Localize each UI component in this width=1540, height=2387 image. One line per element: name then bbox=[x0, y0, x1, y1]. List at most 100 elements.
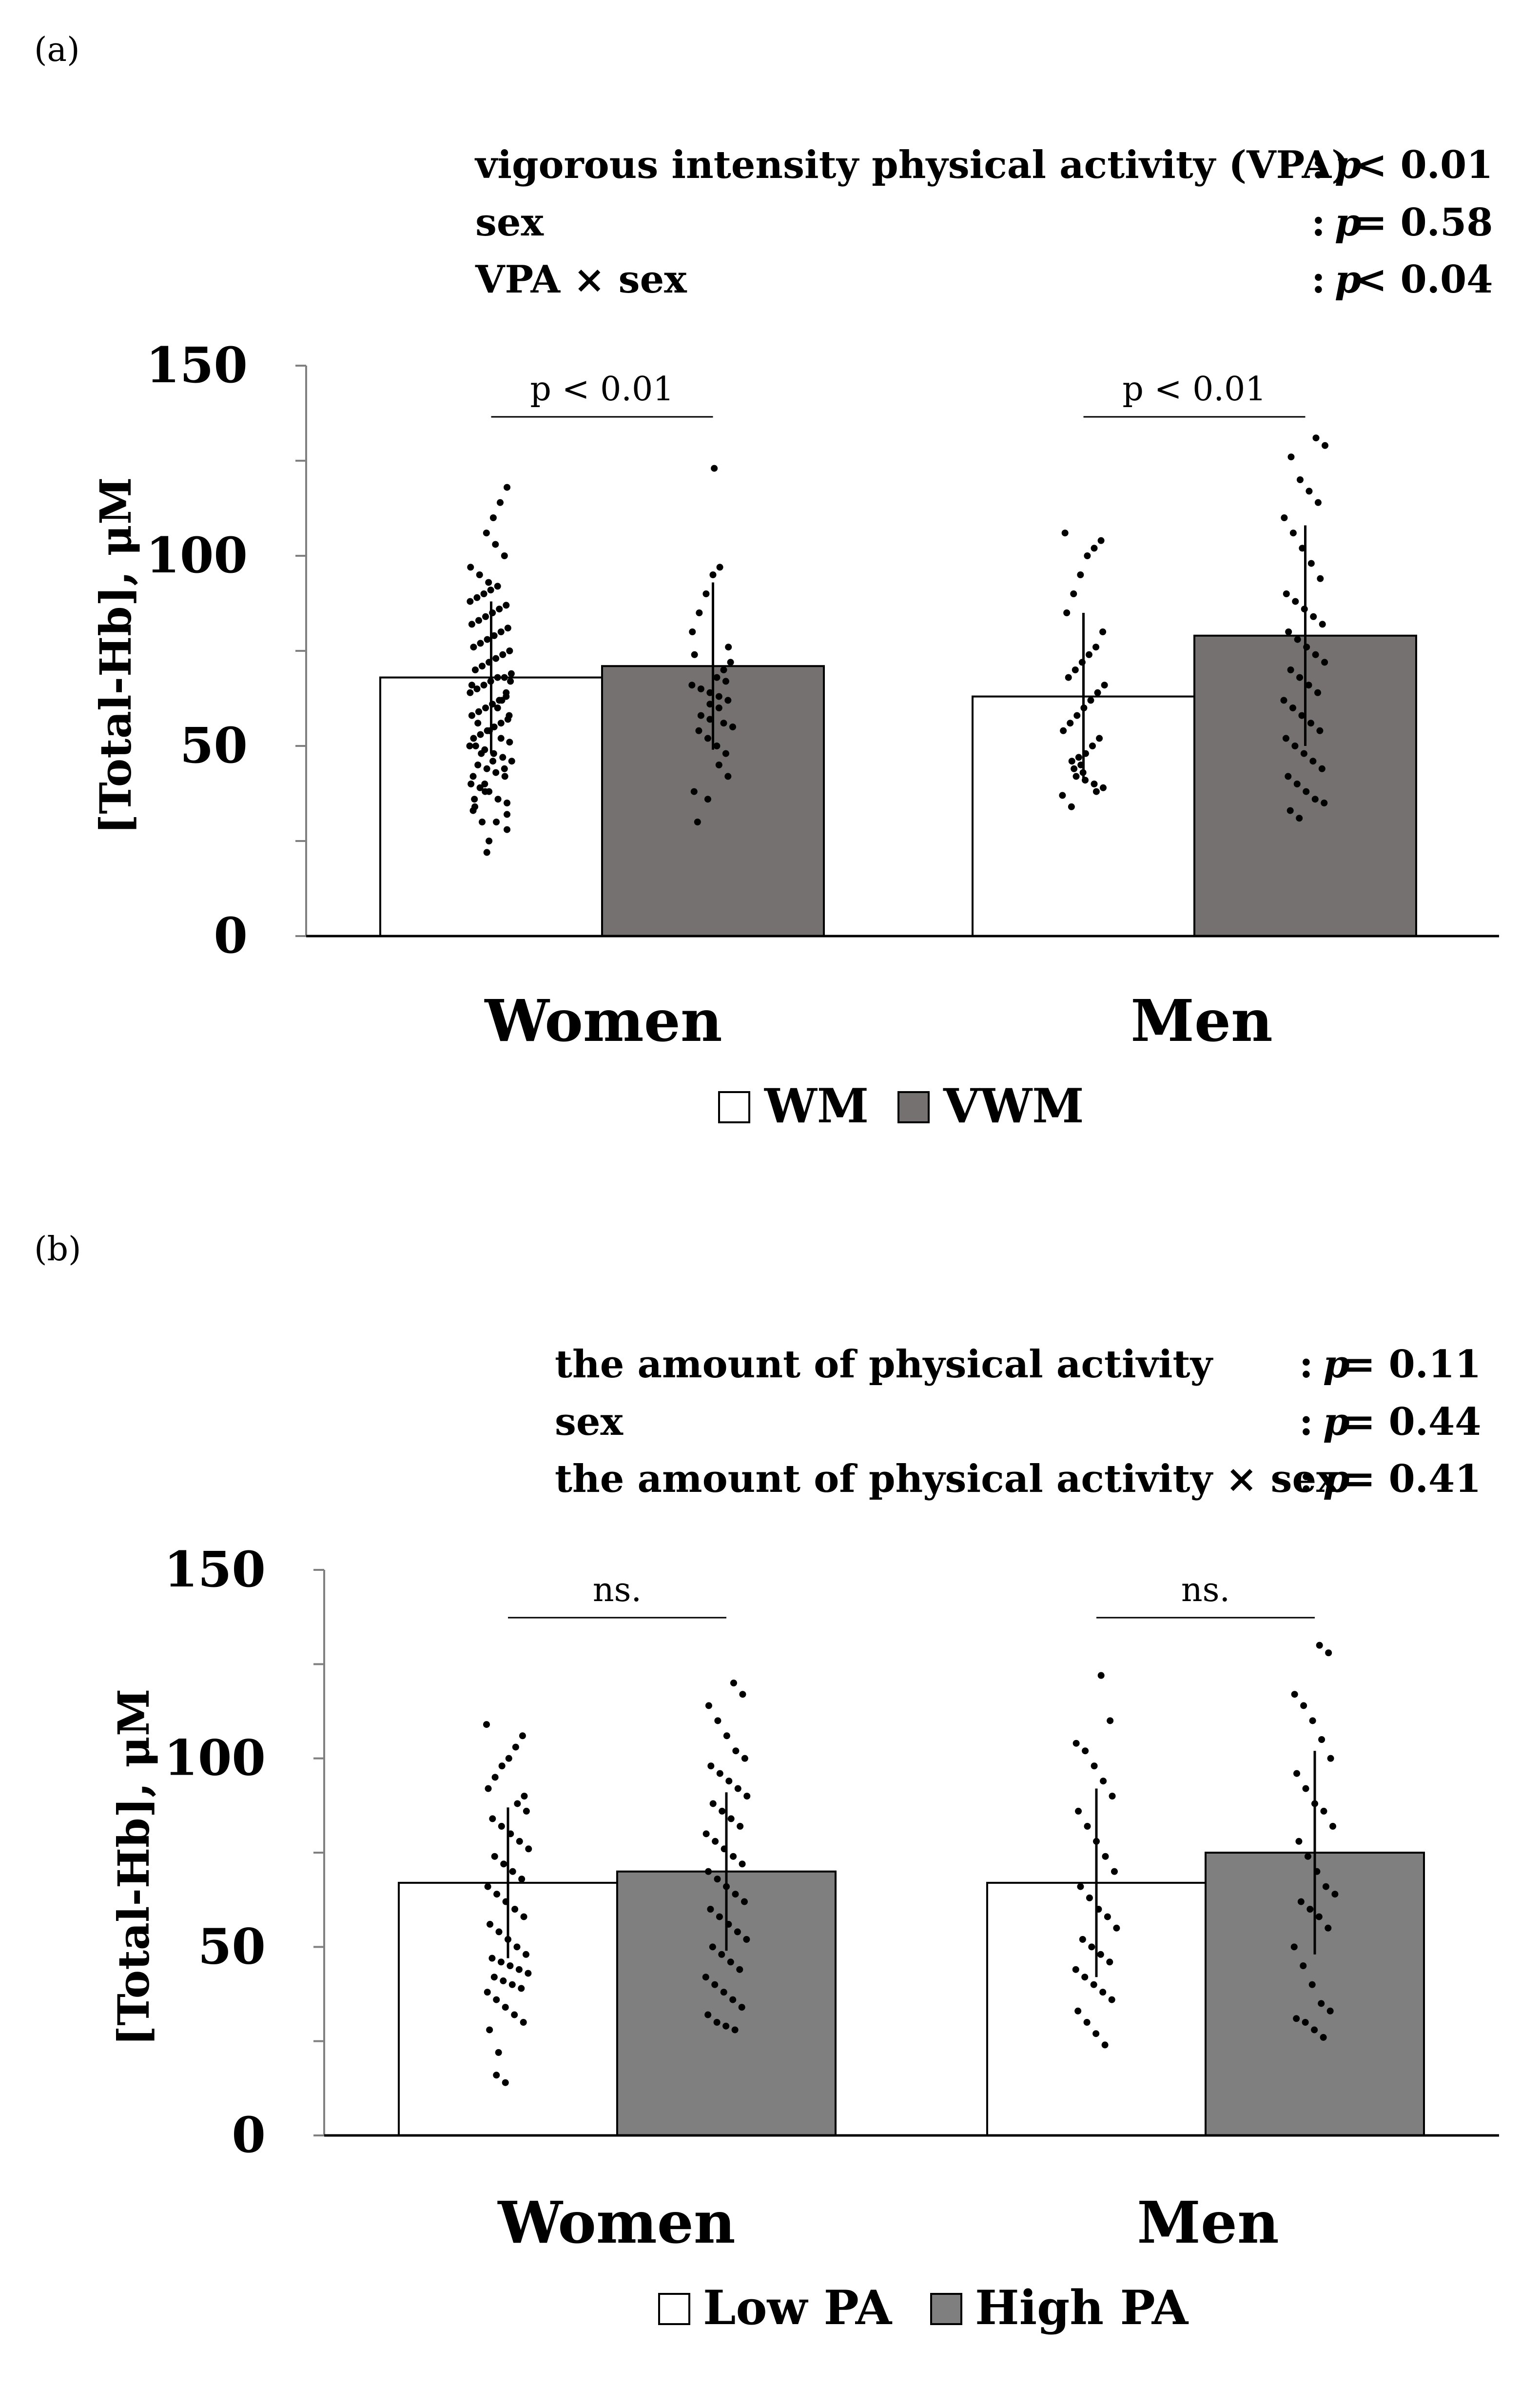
data-point-a bbox=[1306, 488, 1313, 495]
data-point-a bbox=[496, 606, 503, 613]
data-point-b bbox=[1107, 1717, 1114, 1724]
data-point-a bbox=[482, 788, 489, 795]
data-point-b bbox=[729, 1996, 737, 2003]
data-point-a bbox=[1287, 807, 1294, 814]
data-point-a bbox=[1291, 743, 1299, 749]
data-point-a bbox=[689, 628, 696, 635]
data-point-b bbox=[723, 1732, 730, 1740]
data-point-b bbox=[516, 1838, 523, 1845]
y-tick-label-a: 0 bbox=[214, 907, 248, 964]
data-point-a bbox=[697, 712, 704, 719]
stat-b-2-value: = 0.41 bbox=[1344, 1457, 1481, 1501]
stat-a-0-value: < 0.01 bbox=[1355, 143, 1493, 187]
data-point-a bbox=[1071, 765, 1078, 772]
data-point-a bbox=[1296, 815, 1303, 822]
data-point-a bbox=[490, 724, 498, 730]
data-point-a bbox=[1303, 788, 1310, 795]
data-point-b bbox=[734, 1928, 741, 1936]
data-point-a bbox=[1314, 499, 1322, 506]
stat-b-0-p: p bbox=[1323, 1342, 1350, 1387]
data-point-a bbox=[473, 594, 481, 601]
significance-label-b: ns. bbox=[593, 1571, 642, 1609]
data-point-b bbox=[1315, 1913, 1323, 1920]
data-point-a bbox=[490, 750, 497, 757]
data-point-a bbox=[1321, 800, 1328, 806]
data-point-b bbox=[505, 1755, 512, 1762]
legend-label-b-low: Low PA bbox=[703, 2280, 893, 2335]
data-point-a bbox=[506, 647, 513, 654]
data-point-a bbox=[478, 750, 485, 757]
data-point-b bbox=[502, 2004, 509, 2011]
data-point-b bbox=[1326, 2007, 1334, 2015]
data-point-b bbox=[523, 1807, 530, 1815]
data-point-a bbox=[1281, 514, 1288, 521]
data-point-b bbox=[493, 1891, 501, 1898]
data-point-a bbox=[1319, 621, 1326, 628]
stat-a-0-label: vigorous intensity physical activity (VP… bbox=[474, 143, 1349, 187]
data-point-a bbox=[1289, 704, 1296, 711]
data-point-b bbox=[1318, 1736, 1326, 1743]
data-point-b bbox=[705, 1702, 712, 1709]
data-point-b bbox=[730, 1853, 737, 1860]
data-point-b bbox=[1101, 2041, 1109, 2049]
data-point-b bbox=[1086, 1894, 1093, 1901]
data-point-b bbox=[1074, 2007, 1082, 2015]
data-point-a bbox=[715, 762, 722, 768]
data-point-b bbox=[1306, 1906, 1314, 1913]
data-point-b bbox=[493, 2072, 500, 2079]
stat-b-1-label: sex bbox=[555, 1400, 624, 1444]
data-point-b bbox=[520, 1913, 527, 1920]
data-point-b bbox=[484, 1883, 491, 1890]
data-point-a bbox=[470, 644, 477, 651]
data-point-a bbox=[497, 720, 505, 727]
data-point-a bbox=[475, 708, 482, 715]
data-point-b bbox=[1077, 1883, 1084, 1890]
data-point-b bbox=[1318, 2000, 1325, 2007]
data-point-a bbox=[1063, 609, 1071, 616]
stat-a-2-value: < 0.04 bbox=[1355, 257, 1493, 302]
data-point-b bbox=[497, 1958, 505, 1966]
data-point-a bbox=[494, 704, 501, 711]
data-point-a bbox=[690, 788, 698, 795]
legend-b: Low PA High PA bbox=[658, 2280, 1189, 2335]
data-point-a bbox=[1299, 545, 1306, 552]
stat-b-2-p: p bbox=[1323, 1457, 1350, 1501]
legend-label-a-wm: WM bbox=[764, 1078, 869, 1134]
data-point-a bbox=[1314, 689, 1322, 696]
data-point-a bbox=[504, 811, 511, 818]
data-point-a bbox=[713, 674, 721, 681]
stat-a-2-sep: : bbox=[1311, 257, 1326, 302]
panel-b: (b) the amount of physical activity : p … bbox=[34, 1230, 1499, 2335]
data-point-a bbox=[1092, 788, 1100, 795]
data-point-b bbox=[737, 1822, 744, 1830]
data-point-a bbox=[720, 666, 727, 673]
data-point-a bbox=[1080, 704, 1088, 711]
data-point-a bbox=[702, 590, 710, 597]
legend-swatch-b-low bbox=[658, 2293, 690, 2325]
data-point-a bbox=[711, 465, 718, 472]
stat-b-0-value: = 0.11 bbox=[1344, 1342, 1481, 1387]
data-point-a bbox=[482, 613, 489, 620]
data-point-b bbox=[1093, 1838, 1100, 1845]
data-point-a bbox=[1280, 697, 1287, 704]
data-point-b bbox=[712, 1838, 719, 1845]
data-point-a bbox=[501, 552, 508, 559]
data-point-b bbox=[1106, 1958, 1113, 1966]
data-point-b bbox=[1329, 1822, 1336, 1830]
data-point-b bbox=[705, 1868, 712, 1875]
data-point-a bbox=[468, 621, 475, 628]
data-point-b bbox=[727, 1958, 734, 1966]
data-point-b bbox=[500, 1977, 507, 1984]
data-point-b bbox=[1293, 2015, 1300, 2022]
data-point-a bbox=[688, 682, 696, 689]
data-point-a bbox=[1321, 659, 1328, 666]
stats-b: the amount of physical activity : p = 0.… bbox=[555, 1342, 1481, 1501]
category-label-a-men: Men bbox=[1131, 987, 1273, 1055]
data-point-a bbox=[1287, 666, 1294, 673]
data-point-b bbox=[1327, 1755, 1334, 1762]
data-point-b bbox=[1320, 2034, 1327, 2041]
data-point-b bbox=[1084, 1822, 1091, 1830]
data-point-a bbox=[487, 678, 494, 685]
data-point-a bbox=[489, 701, 496, 708]
